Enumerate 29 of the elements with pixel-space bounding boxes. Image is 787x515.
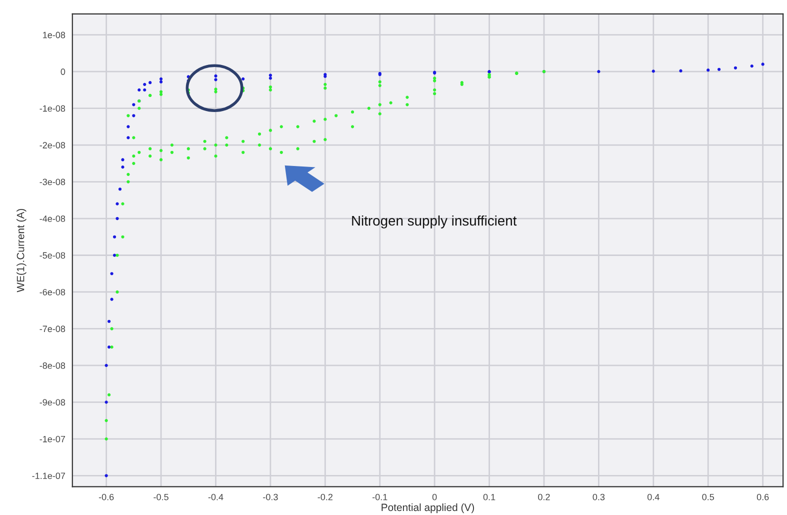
x-axis-title: Potential applied (V) — [382, 503, 474, 514]
x-tick-label: 0.4 — [647, 494, 660, 500]
x-tick-label: 0.1 — [483, 494, 496, 500]
y-tick-label: -1e-07 — [40, 436, 66, 442]
y-tick-label: -8e-08 — [40, 362, 66, 369]
x-tick-label: -0.5 — [154, 494, 168, 500]
y-tick-label: 1e-08 — [43, 32, 66, 38]
y-tick-label: -4e-08 — [40, 215, 66, 222]
x-tick-label: 0 — [432, 494, 437, 500]
x-tick-label: 0.5 — [702, 494, 714, 500]
y-tick-label: -9e-08 — [40, 399, 66, 406]
y-tick-label: -3e-08 — [40, 178, 66, 186]
x-tick-label: -0.4 — [208, 494, 224, 500]
x-tick-label: -0.2 — [318, 494, 332, 500]
y-tick-label: -7e-08 — [40, 326, 66, 332]
y-tick-label: 0 — [60, 68, 66, 75]
y-tick-label: -1e-08 — [40, 105, 66, 112]
y-axis-title: WE(1).Current (A) — [16, 208, 26, 292]
annotation: Nitrogen supply insufficient — [352, 215, 517, 228]
x-tick-label: 0.6 — [756, 494, 769, 500]
y-tick-label: -6e-08 — [40, 288, 66, 296]
x-tick-label: -0.1 — [372, 494, 388, 500]
y-tick-label: -2e-08 — [40, 142, 66, 148]
y-tick-label: -1.1e-07 — [32, 472, 66, 480]
x-tick-label: -0.6 — [98, 494, 114, 500]
x-tick-label: -0.3 — [263, 494, 278, 500]
y-tick-label: -5e-08 — [40, 252, 66, 259]
x-tick-label: 0.3 — [592, 494, 605, 500]
x-tick-label: 0.2 — [538, 494, 550, 500]
